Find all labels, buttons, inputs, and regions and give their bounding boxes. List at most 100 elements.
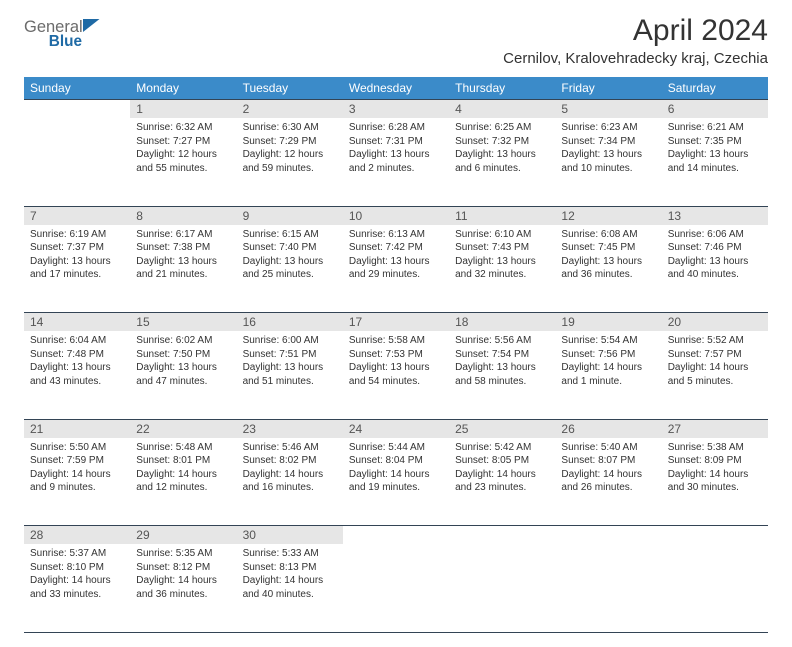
- day-header: Thursday: [449, 77, 555, 100]
- day-detail-cell: Sunrise: 5:50 AMSunset: 7:59 PMDaylight:…: [24, 438, 130, 526]
- day-number: 26: [555, 420, 661, 438]
- day-details: Sunrise: 5:46 AMSunset: 8:02 PMDaylight:…: [237, 438, 343, 501]
- day-detail-cell: Sunrise: 6:30 AMSunset: 7:29 PMDaylight:…: [237, 118, 343, 206]
- day-detail-cell: Sunrise: 5:37 AMSunset: 8:10 PMDaylight:…: [24, 544, 130, 632]
- day-number-cell: [343, 526, 449, 545]
- day-detail-cell: Sunrise: 5:54 AMSunset: 7:56 PMDaylight:…: [555, 331, 661, 419]
- day-detail-cell: Sunrise: 6:17 AMSunset: 7:38 PMDaylight:…: [130, 225, 236, 313]
- day-number-cell: 29: [130, 526, 236, 545]
- week-number-row: 123456: [24, 100, 768, 119]
- day-details: Sunrise: 6:17 AMSunset: 7:38 PMDaylight:…: [130, 225, 236, 288]
- generalblue-logo-icon: General Blue: [24, 14, 142, 50]
- daylight-text: Daylight: 13 hours and 21 minutes.: [136, 255, 230, 282]
- day-number-cell: 26: [555, 419, 661, 438]
- daylight-text: Daylight: 12 hours and 55 minutes.: [136, 148, 230, 175]
- sunset-text: Sunset: 7:32 PM: [455, 135, 549, 149]
- day-number-cell: 15: [130, 313, 236, 332]
- day-detail-cell: Sunrise: 5:58 AMSunset: 7:53 PMDaylight:…: [343, 331, 449, 419]
- day-details: Sunrise: 6:00 AMSunset: 7:51 PMDaylight:…: [237, 331, 343, 394]
- daylight-text: Daylight: 14 hours and 16 minutes.: [243, 468, 337, 495]
- daylight-text: Daylight: 13 hours and 43 minutes.: [30, 361, 124, 388]
- day-details: Sunrise: 6:32 AMSunset: 7:27 PMDaylight:…: [130, 118, 236, 181]
- daylight-text: Daylight: 14 hours and 23 minutes.: [455, 468, 549, 495]
- daylight-text: Daylight: 14 hours and 36 minutes.: [136, 574, 230, 601]
- sunrise-text: Sunrise: 5:48 AM: [136, 441, 230, 455]
- week-detail-row: Sunrise: 6:32 AMSunset: 7:27 PMDaylight:…: [24, 118, 768, 206]
- day-number: 10: [343, 207, 449, 225]
- calendar-head: SundayMondayTuesdayWednesdayThursdayFrid…: [24, 77, 768, 100]
- day-number: 28: [24, 526, 130, 544]
- sunset-text: Sunset: 7:48 PM: [30, 348, 124, 362]
- daylight-text: Daylight: 13 hours and 25 minutes.: [243, 255, 337, 282]
- week-detail-row: Sunrise: 6:19 AMSunset: 7:37 PMDaylight:…: [24, 225, 768, 313]
- day-details: Sunrise: 6:23 AMSunset: 7:34 PMDaylight:…: [555, 118, 661, 181]
- sunset-text: Sunset: 8:02 PM: [243, 454, 337, 468]
- day-number-cell: 4: [449, 100, 555, 119]
- sunset-text: Sunset: 7:35 PM: [668, 135, 762, 149]
- day-detail-cell: [555, 544, 661, 632]
- daylight-text: Daylight: 12 hours and 59 minutes.: [243, 148, 337, 175]
- daylight-text: Daylight: 13 hours and 47 minutes.: [136, 361, 230, 388]
- day-number: 22: [130, 420, 236, 438]
- day-number-cell: 22: [130, 419, 236, 438]
- day-detail-cell: Sunrise: 6:00 AMSunset: 7:51 PMDaylight:…: [237, 331, 343, 419]
- day-number-cell: 5: [555, 100, 661, 119]
- sunset-text: Sunset: 7:43 PM: [455, 241, 549, 255]
- day-details: Sunrise: 6:13 AMSunset: 7:42 PMDaylight:…: [343, 225, 449, 288]
- day-details: Sunrise: 6:15 AMSunset: 7:40 PMDaylight:…: [237, 225, 343, 288]
- day-detail-cell: Sunrise: 6:32 AMSunset: 7:27 PMDaylight:…: [130, 118, 236, 206]
- day-detail-cell: Sunrise: 5:42 AMSunset: 8:05 PMDaylight:…: [449, 438, 555, 526]
- day-details: Sunrise: 6:08 AMSunset: 7:45 PMDaylight:…: [555, 225, 661, 288]
- day-detail-cell: Sunrise: 6:04 AMSunset: 7:48 PMDaylight:…: [24, 331, 130, 419]
- daylight-text: Daylight: 13 hours and 54 minutes.: [349, 361, 443, 388]
- day-number: 2: [237, 100, 343, 118]
- sunrise-text: Sunrise: 6:08 AM: [561, 228, 655, 242]
- day-header: Friday: [555, 77, 661, 100]
- day-number: 13: [662, 207, 768, 225]
- day-details: Sunrise: 5:50 AMSunset: 7:59 PMDaylight:…: [24, 438, 130, 501]
- day-details: Sunrise: 6:02 AMSunset: 7:50 PMDaylight:…: [130, 331, 236, 394]
- day-detail-cell: Sunrise: 6:02 AMSunset: 7:50 PMDaylight:…: [130, 331, 236, 419]
- sunset-text: Sunset: 8:09 PM: [668, 454, 762, 468]
- day-detail-cell: Sunrise: 5:56 AMSunset: 7:54 PMDaylight:…: [449, 331, 555, 419]
- sunset-text: Sunset: 7:57 PM: [668, 348, 762, 362]
- day-details: Sunrise: 6:10 AMSunset: 7:43 PMDaylight:…: [449, 225, 555, 288]
- sunset-text: Sunset: 7:59 PM: [30, 454, 124, 468]
- day-number: 8: [130, 207, 236, 225]
- day-detail-cell: [449, 544, 555, 632]
- daylight-text: Daylight: 13 hours and 36 minutes.: [561, 255, 655, 282]
- day-number: 14: [24, 313, 130, 331]
- day-header: Tuesday: [237, 77, 343, 100]
- day-number-cell: 20: [662, 313, 768, 332]
- day-number-cell: 3: [343, 100, 449, 119]
- day-detail-cell: Sunrise: 5:52 AMSunset: 7:57 PMDaylight:…: [662, 331, 768, 419]
- sunrise-text: Sunrise: 6:19 AM: [30, 228, 124, 242]
- sunset-text: Sunset: 7:54 PM: [455, 348, 549, 362]
- day-number: 24: [343, 420, 449, 438]
- day-number: [24, 100, 130, 104]
- sunset-text: Sunset: 7:53 PM: [349, 348, 443, 362]
- day-details: Sunrise: 6:28 AMSunset: 7:31 PMDaylight:…: [343, 118, 449, 181]
- day-details: Sunrise: 5:52 AMSunset: 7:57 PMDaylight:…: [662, 331, 768, 394]
- daylight-text: Daylight: 14 hours and 12 minutes.: [136, 468, 230, 495]
- day-number: 30: [237, 526, 343, 544]
- day-number-cell: 2: [237, 100, 343, 119]
- day-detail-cell: Sunrise: 6:19 AMSunset: 7:37 PMDaylight:…: [24, 225, 130, 313]
- sunset-text: Sunset: 8:12 PM: [136, 561, 230, 575]
- day-number: 23: [237, 420, 343, 438]
- day-detail-cell: Sunrise: 6:28 AMSunset: 7:31 PMDaylight:…: [343, 118, 449, 206]
- day-number-cell: 19: [555, 313, 661, 332]
- week-number-row: 282930: [24, 526, 768, 545]
- day-details: Sunrise: 6:30 AMSunset: 7:29 PMDaylight:…: [237, 118, 343, 181]
- sunrise-text: Sunrise: 6:21 AM: [668, 121, 762, 135]
- day-number-cell: 21: [24, 419, 130, 438]
- day-number: 21: [24, 420, 130, 438]
- day-number-cell: 12: [555, 206, 661, 225]
- day-header: Wednesday: [343, 77, 449, 100]
- day-detail-cell: Sunrise: 5:48 AMSunset: 8:01 PMDaylight:…: [130, 438, 236, 526]
- daylight-text: Daylight: 13 hours and 58 minutes.: [455, 361, 549, 388]
- week-detail-row: Sunrise: 5:50 AMSunset: 7:59 PMDaylight:…: [24, 438, 768, 526]
- day-details: Sunrise: 5:40 AMSunset: 8:07 PMDaylight:…: [555, 438, 661, 501]
- calendar-table: SundayMondayTuesdayWednesdayThursdayFrid…: [24, 77, 768, 633]
- sunset-text: Sunset: 7:29 PM: [243, 135, 337, 149]
